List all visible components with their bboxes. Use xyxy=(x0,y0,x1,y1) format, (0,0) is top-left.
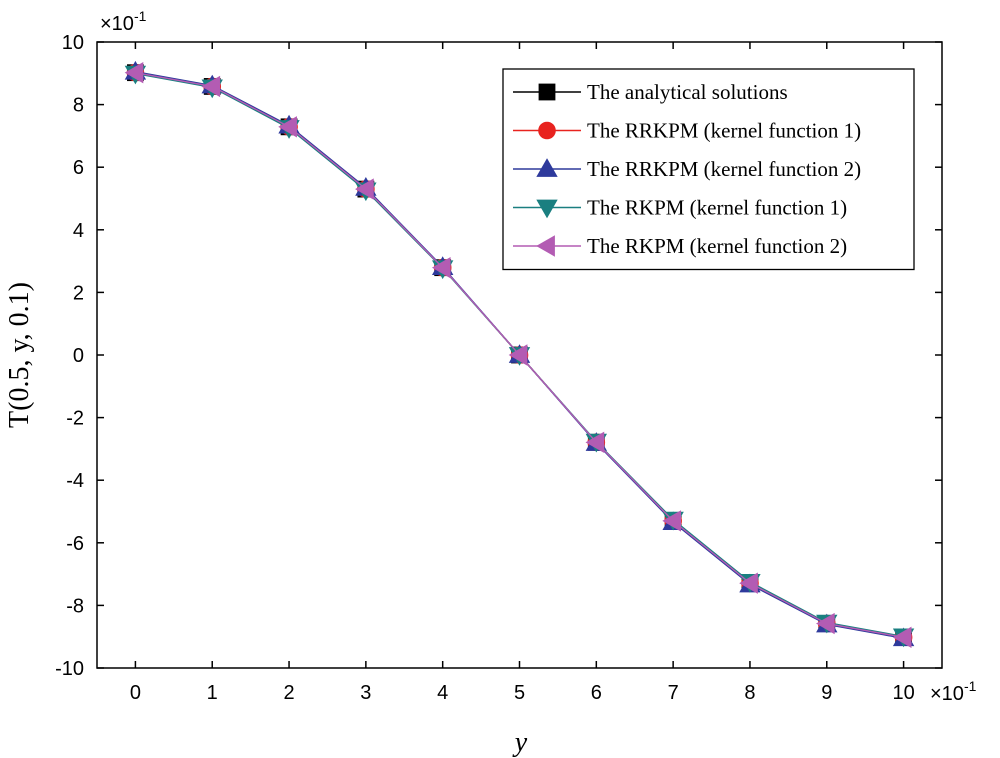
y-tick-label: 4 xyxy=(73,220,84,242)
x-tick-label: 7 xyxy=(668,682,679,704)
x-tick-label: 5 xyxy=(514,682,525,704)
y-multiplier-base: ×10 xyxy=(100,13,134,35)
data-point xyxy=(892,626,912,649)
x-tick-label: 1 xyxy=(207,682,218,704)
series-layer xyxy=(124,60,915,649)
data-point xyxy=(662,510,682,532)
legend-marker xyxy=(536,199,558,219)
ticks-layer: 0 1 2 3 4 5 6 7 8 9 10 -10 -8 -6 -4 -2 0 2 4 6 8 10 xyxy=(55,32,942,704)
legend: The analytical solutions The RRKPM (kerne… xyxy=(502,68,915,271)
y-tick-label: 0 xyxy=(73,345,84,367)
series-triangle-left xyxy=(124,61,912,649)
y-tick-label: 8 xyxy=(73,95,84,117)
data-point xyxy=(431,256,451,279)
x-tick-label: 10 xyxy=(892,682,914,704)
y-tick-label: -2 xyxy=(66,408,84,430)
y-tick-label: 6 xyxy=(73,157,84,179)
x-tick-label: 9 xyxy=(821,682,832,704)
plot-frame xyxy=(96,41,943,669)
x-tick-label: 6 xyxy=(591,682,602,704)
data-point xyxy=(278,116,297,138)
data-point xyxy=(508,344,528,366)
legend-label: The RRKPM (kernel function 2) xyxy=(587,157,861,181)
y-tick-label: 10 xyxy=(62,32,84,54)
x-multiplier-exponent: -1 xyxy=(964,678,977,694)
data-point xyxy=(739,572,758,594)
x-tick-label: 4 xyxy=(437,682,448,704)
x-tick-label: 8 xyxy=(744,682,755,704)
data-point xyxy=(585,431,605,454)
legend-marker xyxy=(538,121,556,140)
x-tick-label: 0 xyxy=(130,682,141,704)
legend-marker xyxy=(536,235,555,257)
x-axis-multiplier: ×10-1 xyxy=(930,678,977,705)
legend-label: The RKPM (kernel function 1) xyxy=(587,196,847,220)
legend-label: The RKPM (kernel function 2) xyxy=(587,234,847,258)
y-tick-label: -6 xyxy=(66,533,84,555)
data-point xyxy=(355,178,374,200)
legend-marker xyxy=(536,158,558,177)
y-axis-multiplier: ×10-1 xyxy=(100,8,147,35)
x-tick-label: 3 xyxy=(360,682,371,704)
y-axis-title: T(0.5, y, 0.1) xyxy=(4,282,35,428)
x-multiplier-base: ×10 xyxy=(930,683,964,705)
y-tick-label: -10 xyxy=(55,658,84,680)
y-tick-label: -8 xyxy=(66,595,84,617)
data-point xyxy=(201,75,221,98)
legend-label: The RRKPM (kernel function 1) xyxy=(587,119,861,143)
x-axis-title: y xyxy=(512,727,528,758)
legend-marker xyxy=(538,83,556,101)
data-point xyxy=(815,612,835,635)
x-tick-label: 2 xyxy=(283,682,294,704)
y-tick-label: 2 xyxy=(73,282,84,304)
data-point xyxy=(124,61,144,84)
legend-label: The analytical solutions xyxy=(587,80,788,104)
y-multiplier-exponent: -1 xyxy=(134,8,147,24)
y-tick-label: -4 xyxy=(66,470,84,492)
